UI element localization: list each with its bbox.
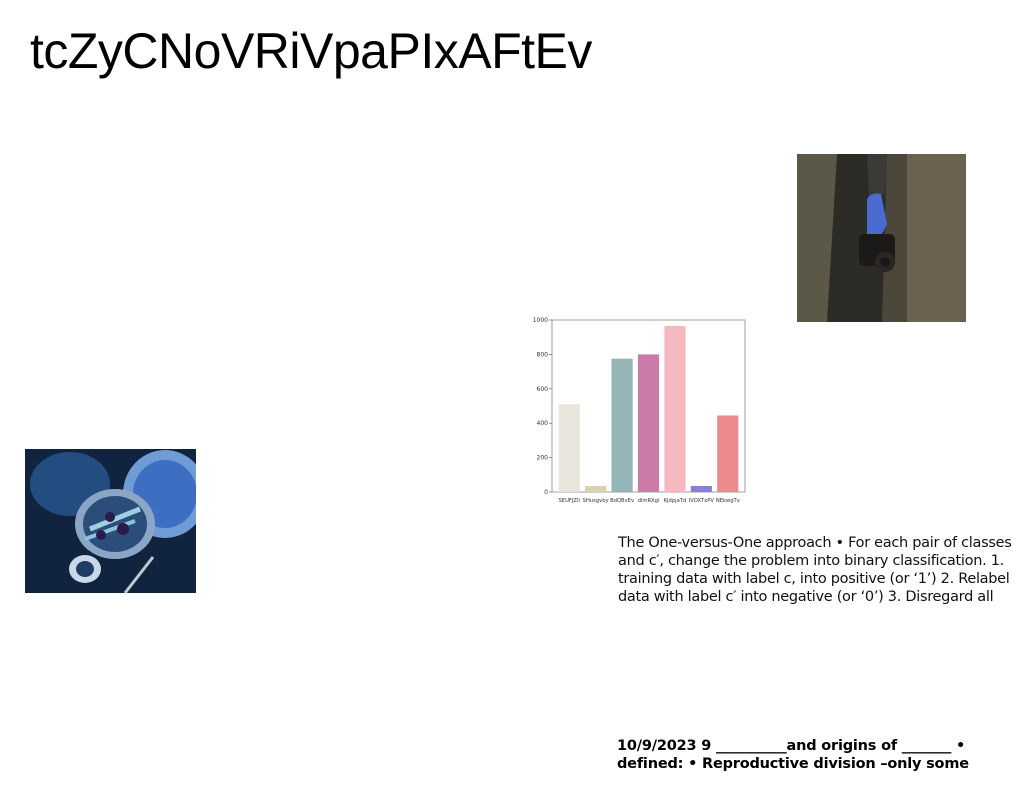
chart-bar	[558, 404, 580, 492]
y-tick-label: 200	[537, 455, 549, 462]
body-paragraph: The One-versus-One approach • For each p…	[618, 535, 1012, 605]
y-tick-label: 0	[544, 489, 548, 496]
chart-bar	[611, 358, 633, 492]
chart-bar	[585, 485, 607, 492]
x-tick-label: SEUFJZlI	[559, 498, 581, 504]
x-tick-label: IVOXTxPV	[689, 498, 715, 504]
y-tick-label: 400	[537, 420, 549, 427]
y-tick-label: 1000	[533, 317, 548, 324]
chart-bar	[664, 326, 686, 492]
footer-text: 10/9/2023 9 __________and origins of ___…	[617, 738, 969, 772]
camera-photo	[797, 154, 966, 322]
x-tick-label: NEkwgTv	[716, 498, 740, 504]
x-tick-label: SHusgvby	[583, 498, 609, 504]
bar-chart: 0 200 400 600 800 1000 SEUFJZlI SHusgvby BdQBvEv…	[533, 317, 746, 504]
chart-bar	[637, 354, 660, 492]
chart-bar	[690, 485, 712, 492]
x-tick-label: BdQBvEv	[610, 498, 634, 504]
x-tick-label: KJdpjaTd	[664, 498, 687, 504]
y-tick-label: 800	[537, 351, 549, 358]
food-bowls-photo	[25, 449, 196, 593]
y-tick-label: 600	[537, 386, 549, 393]
x-tick-label: dlmRXgi	[638, 498, 660, 504]
page-title: tcZyCNoVRiVpaPIxAFtEv	[30, 23, 592, 79]
chart-bar	[717, 415, 739, 492]
